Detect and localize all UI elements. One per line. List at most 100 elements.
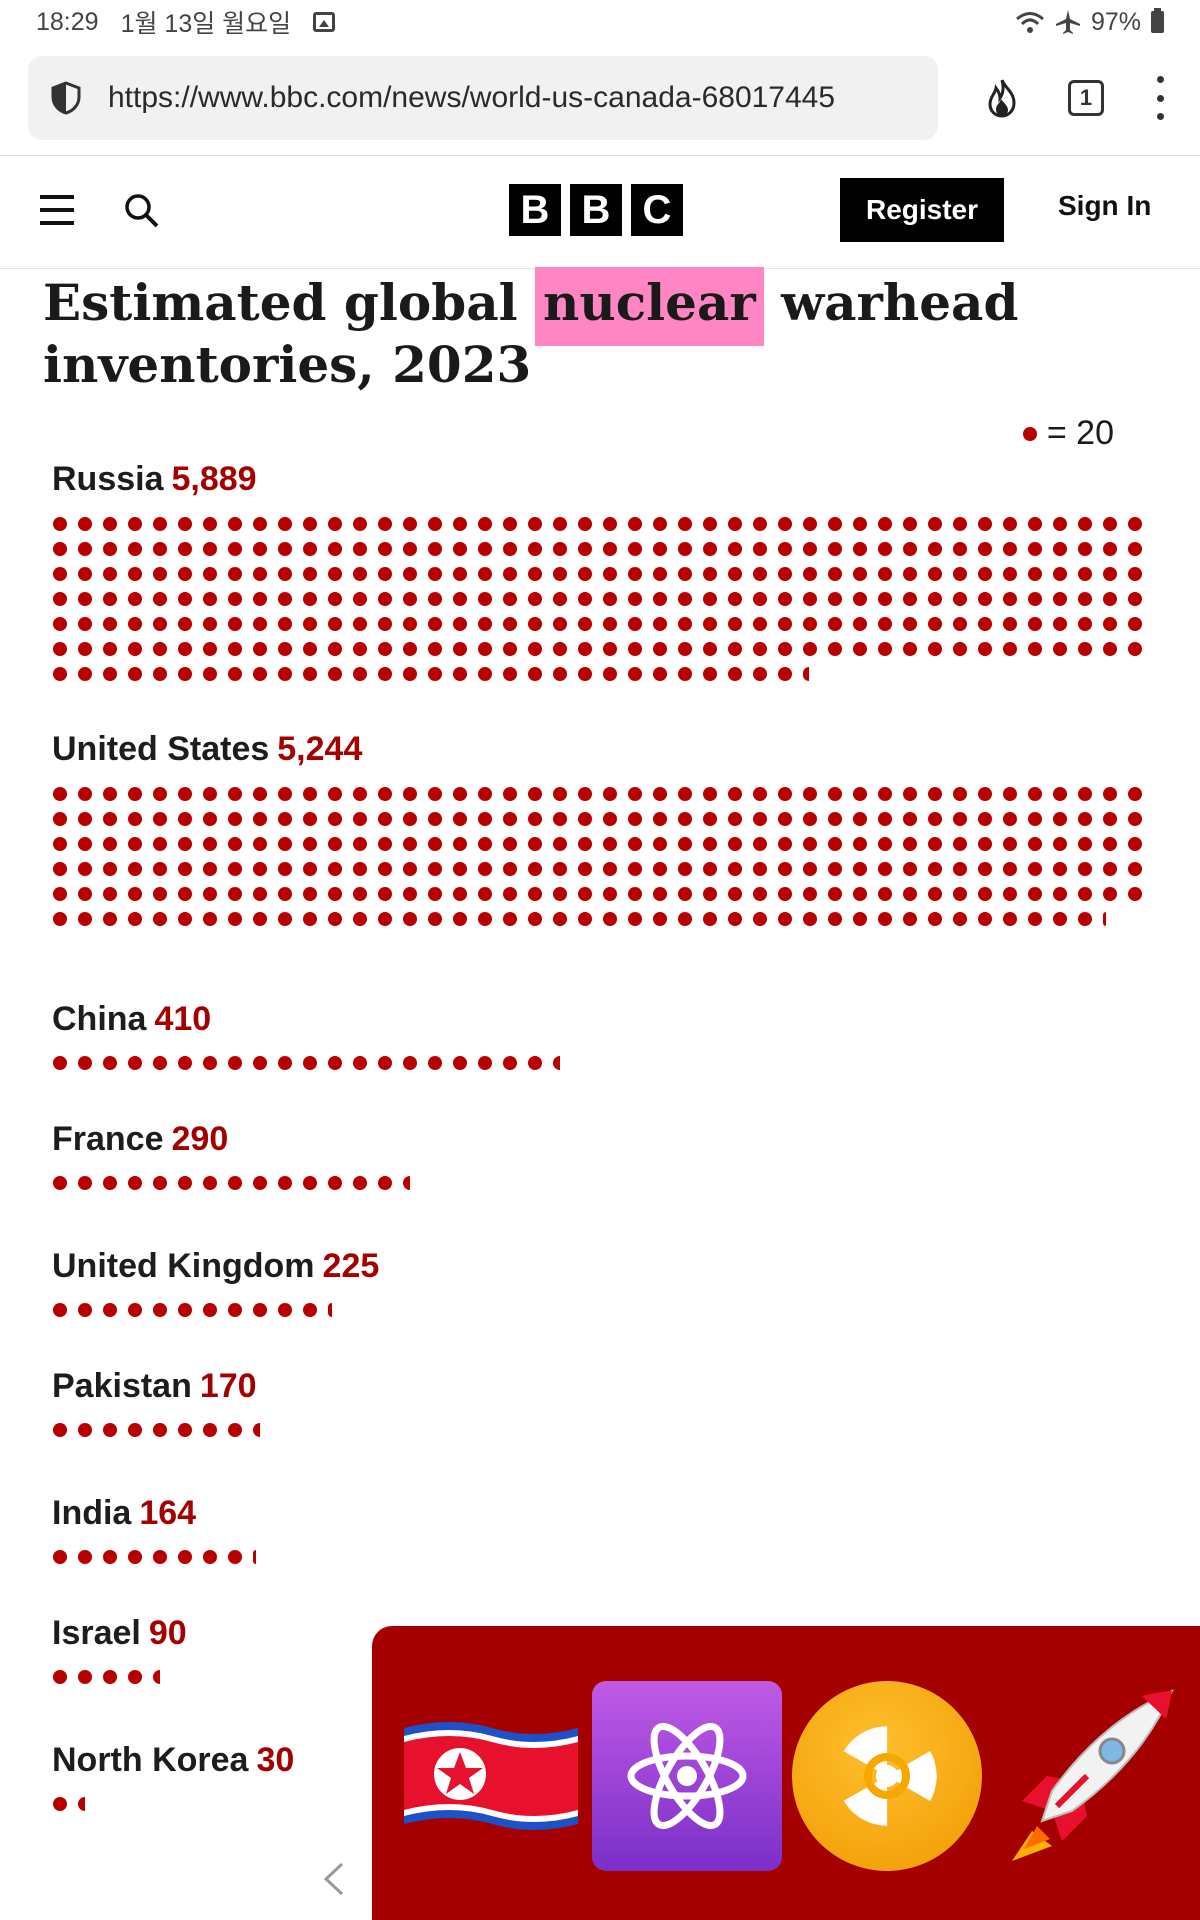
warhead-dot xyxy=(128,862,142,876)
warhead-dot xyxy=(103,667,117,681)
warhead-dot xyxy=(828,517,842,531)
warhead-dot xyxy=(53,1670,67,1684)
tab-switcher-button[interactable]: 1 xyxy=(1068,80,1104,116)
warhead-dot xyxy=(853,642,867,656)
warhead-dot xyxy=(203,887,217,901)
warhead-dot xyxy=(253,1056,267,1070)
warhead-dot xyxy=(353,1176,367,1190)
warhead-dot xyxy=(603,567,617,581)
warhead-dot xyxy=(53,667,67,681)
warhead-dot xyxy=(1003,617,1017,631)
warhead-dot xyxy=(953,617,967,631)
warhead-dot xyxy=(328,1303,332,1317)
warhead-dot xyxy=(478,567,492,581)
warhead-dot xyxy=(328,837,342,851)
warhead-dot xyxy=(228,1303,242,1317)
warhead-dot xyxy=(503,887,517,901)
warhead-dot xyxy=(678,642,692,656)
warhead-dot xyxy=(428,517,442,531)
warhead-dot xyxy=(503,862,517,876)
warhead-dot xyxy=(553,812,567,826)
warhead-dot xyxy=(803,862,817,876)
address-bar[interactable]: https://www.bbc.com/news/world-us-canada… xyxy=(28,56,938,140)
warhead-dot xyxy=(328,812,342,826)
warhead-dot xyxy=(628,617,642,631)
warhead-dot xyxy=(578,862,592,876)
warhead-dot xyxy=(578,837,592,851)
warhead-dot xyxy=(853,592,867,606)
warhead-dot xyxy=(253,517,267,531)
chevron-left-icon[interactable] xyxy=(322,1862,346,1896)
warhead-dot xyxy=(753,667,767,681)
warhead-dot xyxy=(378,667,392,681)
warhead-dot xyxy=(478,837,492,851)
warhead-dot xyxy=(603,642,617,656)
warhead-dot xyxy=(728,642,742,656)
status-time: 18:29 xyxy=(36,7,99,36)
warhead-dot xyxy=(1028,592,1042,606)
status-bar: 18:29 1월 13일 월요일 97% xyxy=(0,0,1200,44)
warhead-dot xyxy=(653,592,667,606)
warhead-dot xyxy=(628,887,642,901)
warhead-dot xyxy=(653,812,667,826)
warhead-dot xyxy=(128,567,142,581)
warhead-dot xyxy=(503,812,517,826)
warhead-dot xyxy=(153,887,167,901)
warhead-dot xyxy=(728,667,742,681)
atom-symbol-icon xyxy=(592,1681,782,1871)
warhead-dot xyxy=(528,517,542,531)
warhead-dot xyxy=(78,787,92,801)
warhead-dot xyxy=(828,862,842,876)
warhead-dot xyxy=(1103,617,1117,631)
warhead-dot xyxy=(478,912,492,926)
warhead-dot xyxy=(803,592,817,606)
warhead-dot xyxy=(53,812,67,826)
fire-icon[interactable] xyxy=(983,78,1021,118)
warhead-dot xyxy=(253,812,267,826)
warhead-dot xyxy=(53,1176,67,1190)
warhead-dot xyxy=(603,912,617,926)
status-date: 1월 13일 월요일 xyxy=(120,10,292,38)
url-text[interactable]: https://www.bbc.com/news/world-us-canada… xyxy=(108,81,836,114)
hamburger-menu-icon[interactable] xyxy=(40,195,74,225)
warhead-dot xyxy=(228,1176,242,1190)
register-button[interactable]: Register xyxy=(840,178,1004,242)
warhead-dot xyxy=(1028,567,1042,581)
warhead-dot xyxy=(503,787,517,801)
warhead-dot xyxy=(153,1056,167,1070)
warhead-dot xyxy=(803,837,817,851)
warhead-dot xyxy=(453,837,467,851)
warhead-dot xyxy=(78,812,92,826)
highlighted-word: nuclear xyxy=(535,267,764,346)
warhead-dot xyxy=(1053,787,1067,801)
warhead-dot xyxy=(978,837,992,851)
warhead-dot xyxy=(403,812,417,826)
warhead-dot xyxy=(253,592,267,606)
warhead-dot xyxy=(403,1176,410,1190)
shield-icon[interactable] xyxy=(48,80,84,116)
warhead-dot xyxy=(928,787,942,801)
more-menu-icon[interactable] xyxy=(1150,76,1170,120)
warhead-dot xyxy=(453,787,467,801)
legend-dot xyxy=(1022,426,1037,441)
warhead-dot xyxy=(1003,887,1017,901)
search-icon[interactable] xyxy=(122,191,160,229)
warhead-dot xyxy=(553,642,567,656)
sign-in-link[interactable]: Sign In xyxy=(1058,190,1152,221)
warhead-dot xyxy=(828,837,842,851)
warhead-dot xyxy=(803,567,817,581)
bbc-logo[interactable]: B B C xyxy=(509,184,683,236)
warhead-dot xyxy=(128,592,142,606)
warhead-dot xyxy=(128,667,142,681)
country-label: Russia 5,889 xyxy=(52,460,257,499)
warhead-dot xyxy=(178,862,192,876)
warhead-dot xyxy=(1053,887,1067,901)
warhead-dot xyxy=(178,592,192,606)
warhead-dot xyxy=(903,642,917,656)
warhead-dot xyxy=(328,567,342,581)
warhead-dot xyxy=(1103,862,1117,876)
warhead-dot xyxy=(153,812,167,826)
warhead-dot xyxy=(203,912,217,926)
warhead-dot xyxy=(153,1303,167,1317)
warhead-dot xyxy=(1078,567,1092,581)
